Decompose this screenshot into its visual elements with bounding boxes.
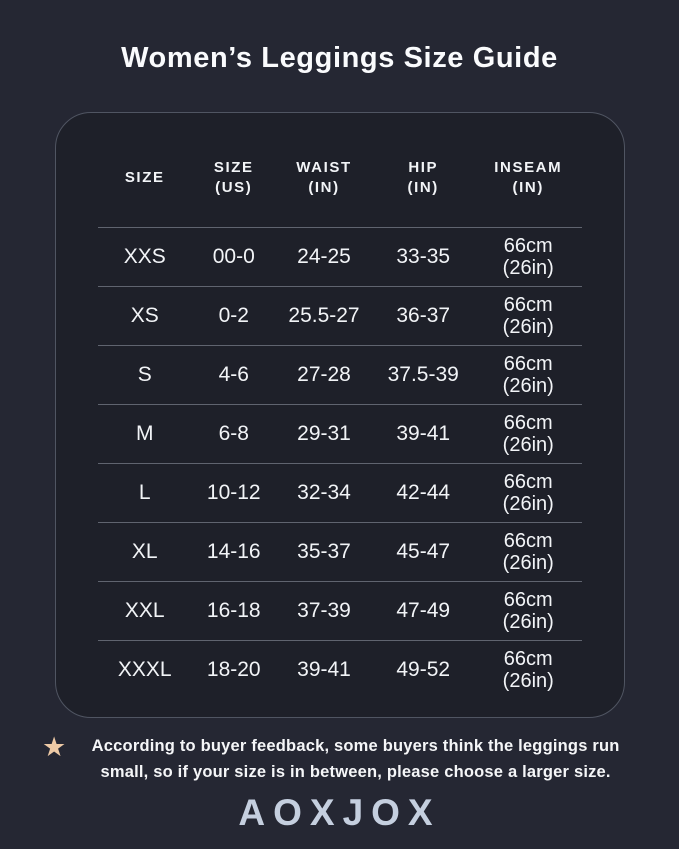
table-row-s: S 4-6 27-28 37.5-39 66cm (26in) <box>98 345 582 404</box>
footnote: ★ According to buyer feedback, some buye… <box>42 734 638 785</box>
us-size-value: 00-0 <box>212 245 255 268</box>
hip-value: 33-35 <box>396 245 451 268</box>
hip-value: 36-37 <box>396 304 451 327</box>
table-row-xxl: XXL 16-18 37-39 47-49 66cm (26in) <box>98 581 582 640</box>
waist-value: 27-28 <box>297 363 351 386</box>
waist-value: 25.5-27 <box>288 304 360 327</box>
hip-value: 47-49 <box>396 599 451 622</box>
inseam-value: 66cm (26in) <box>502 648 554 692</box>
size-label: XS <box>130 304 159 327</box>
table-row-xxs: XXS 00-0 24-25 33-35 66cm (26in) <box>98 227 582 286</box>
star-icon: ★ <box>42 732 67 762</box>
waist-value: 37-39 <box>297 599 351 622</box>
table-row-xs: XS 0-2 25.5-27 36-37 66cm (26in) <box>98 286 582 345</box>
page-title: Women’s Leggings Size Guide <box>121 42 558 74</box>
us-size-value: 16-18 <box>206 599 261 622</box>
inseam-value: 66cm (26in) <box>502 235 554 279</box>
table-header-row: SIZE SIZE (US) WAIST (IN) HIP (IN) INSEA… <box>98 113 582 227</box>
us-size-value: 14-16 <box>206 540 261 563</box>
size-label: XL <box>131 540 158 563</box>
size-label: L <box>138 481 151 504</box>
table-row-m: M 6-8 29-31 39-41 66cm (26in) <box>98 404 582 463</box>
inseam-value: 66cm (26in) <box>502 412 554 456</box>
inseam-value: 66cm (26in) <box>502 530 554 574</box>
inseam-value: 66cm (26in) <box>502 294 554 338</box>
table-row-l: L 10-12 32-34 42-44 66cm (26in) <box>98 463 582 522</box>
column-header-size: SIZE <box>124 169 165 186</box>
column-header-waist: WAIST (IN) <box>296 159 352 196</box>
table-row-xl: XL 14-16 35-37 45-47 66cm (26in) <box>98 522 582 581</box>
size-label: M <box>135 422 154 445</box>
inseam-value: 66cm (26in) <box>502 589 554 633</box>
table-row-xxxl: XXXL 18-20 39-41 49-52 66cm (26in) <box>98 640 582 699</box>
column-header-inseam: INSEAM (IN) <box>494 159 563 196</box>
us-size-value: 6-8 <box>218 422 249 445</box>
us-size-value: 18-20 <box>206 658 261 681</box>
size-label: S <box>137 363 152 386</box>
us-size-value: 10-12 <box>206 481 261 504</box>
size-label: XXS <box>123 245 166 268</box>
hip-value: 39-41 <box>396 422 451 445</box>
hip-value: 37.5-39 <box>387 363 459 386</box>
column-header-hip: HIP (IN) <box>407 159 439 196</box>
hip-value: 45-47 <box>396 540 451 563</box>
size-label: XXL <box>124 599 165 622</box>
inseam-value: 66cm (26in) <box>502 353 554 397</box>
waist-value: 29-31 <box>297 422 351 445</box>
size-label: XXXL <box>117 658 172 681</box>
waist-value: 32-34 <box>297 481 351 504</box>
footnote-text: According to buyer feedback, some buyers… <box>91 737 620 781</box>
us-size-value: 4-6 <box>218 363 249 386</box>
size-table-panel: SIZE SIZE (US) WAIST (IN) HIP (IN) INSEA… <box>55 112 625 718</box>
waist-value: 24-25 <box>297 245 351 268</box>
waist-value: 35-37 <box>297 540 351 563</box>
hip-value: 42-44 <box>396 481 451 504</box>
us-size-value: 0-2 <box>218 304 249 327</box>
inseam-value: 66cm (26in) <box>502 471 554 515</box>
column-header-size-us: SIZE (US) <box>213 159 254 196</box>
hip-value: 49-52 <box>396 658 451 681</box>
waist-value: 39-41 <box>297 658 351 681</box>
brand-logo: AOXJOX <box>238 792 441 833</box>
